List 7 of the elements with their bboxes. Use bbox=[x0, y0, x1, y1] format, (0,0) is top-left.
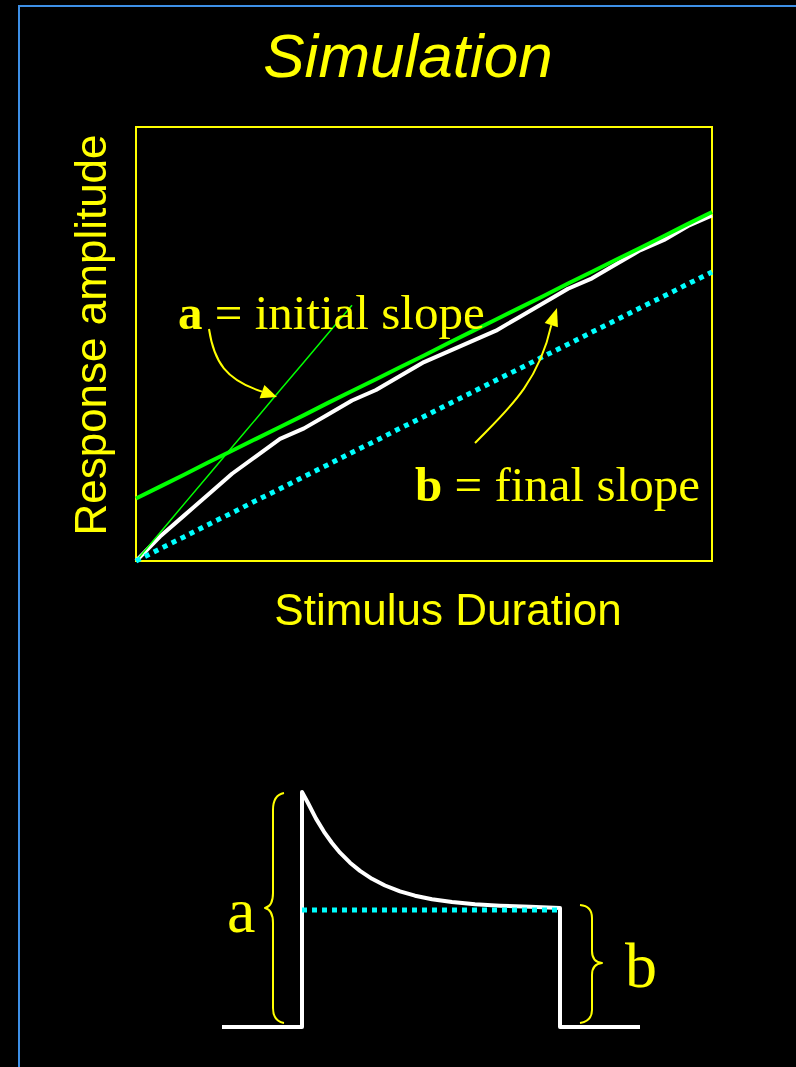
text: a bbox=[227, 874, 256, 949]
chart-title: Simulation bbox=[263, 19, 553, 91]
annotation: a = initial slope bbox=[178, 283, 485, 341]
x-axis-title: Stimulus Duration bbox=[274, 584, 622, 635]
annotation: b = final slope bbox=[415, 455, 700, 513]
text: b bbox=[625, 929, 657, 1004]
y-axis-title: Response amplitude bbox=[66, 134, 116, 536]
